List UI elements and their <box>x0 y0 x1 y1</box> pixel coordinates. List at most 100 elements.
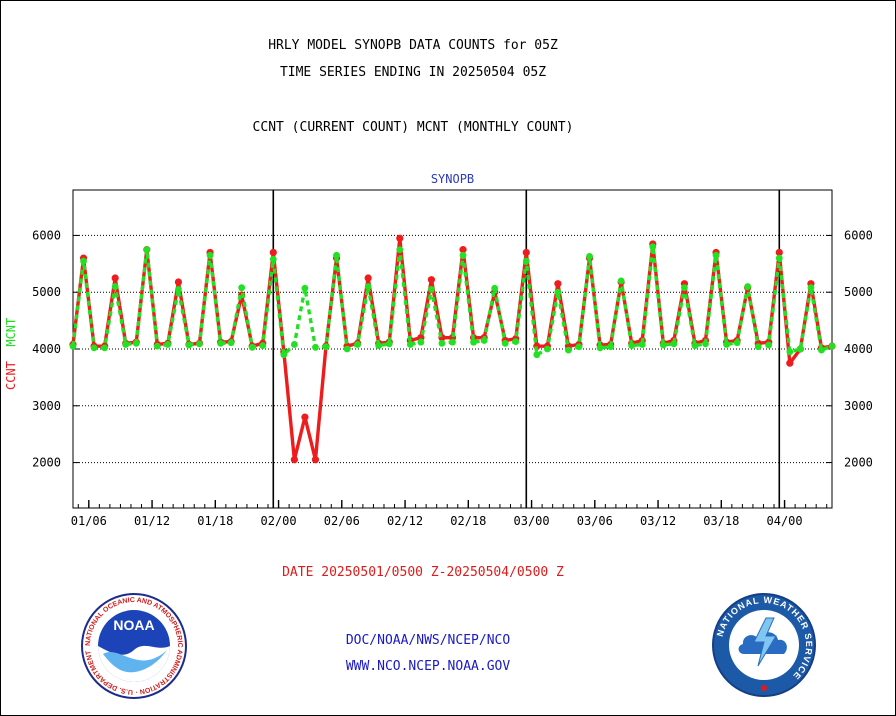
footer-url[interactable]: WWW.NCO.NCEP.NOAA.GOV <box>345 659 511 674</box>
data-point-mcnt <box>417 338 425 346</box>
y-tick-label-right: 2000 <box>844 456 873 470</box>
noaa-logo-text: NOAA <box>113 617 154 633</box>
data-point-ccnt <box>786 359 794 367</box>
y-tick-label: 4000 <box>32 342 61 356</box>
data-point-mcnt <box>196 340 203 348</box>
data-point-ccnt <box>459 246 467 254</box>
data-point-ccnt <box>396 234 404 242</box>
footer-org[interactable]: DOC/NOAA/NWS/NCEP/NCO <box>345 633 511 648</box>
data-point-mcnt <box>111 283 119 290</box>
data-point-mcnt <box>248 343 256 351</box>
data-point-mcnt <box>375 342 383 349</box>
data-point-mcnt <box>364 283 372 290</box>
data-point-mcnt <box>269 255 277 263</box>
chart-title-line3: CCNT (CURRENT COUNT) MCNT (MONTHLY COUNT… <box>252 120 574 135</box>
x-tick-label: 04/00 <box>767 514 803 528</box>
data-point-ccnt <box>290 456 298 464</box>
date-range-label: DATE 20250501/0500 Z-20250504/0500 Z <box>282 565 564 580</box>
data-point-mcnt <box>153 342 161 350</box>
data-point-mcnt <box>744 283 752 290</box>
data-point-mcnt <box>322 343 330 351</box>
data-point-mcnt <box>438 339 446 347</box>
data-point-mcnt <box>449 338 456 346</box>
nws-logo-icon: NATIONAL WEATHER SERVICE <box>712 593 816 697</box>
data-point-mcnt <box>301 284 309 292</box>
data-point-mcnt <box>681 284 688 292</box>
y-tick-label: 5000 <box>32 285 61 299</box>
x-tick-label: 02/12 <box>387 514 423 528</box>
data-point-mcnt <box>754 343 762 351</box>
x-tick-label: 02/18 <box>450 514 486 528</box>
data-point-ccnt <box>775 248 783 257</box>
data-point-mcnt <box>101 344 109 352</box>
data-point-mcnt <box>354 341 362 348</box>
data-point-ccnt <box>364 274 372 282</box>
data-point-mcnt <box>290 341 298 348</box>
data-point-mcnt <box>259 342 267 349</box>
data-point-mcnt <box>312 343 319 351</box>
data-point-mcnt <box>132 339 140 347</box>
data-point-mcnt <box>596 344 604 352</box>
data-point-ccnt <box>301 413 309 421</box>
x-tick-label: 03/06 <box>577 514 613 528</box>
data-point-mcnt <box>206 251 214 259</box>
data-point-mcnt <box>796 345 804 353</box>
chart-subtitle: SYNOPB <box>430 172 475 186</box>
x-tick-label: 03/00 <box>514 514 550 528</box>
data-point-mcnt <box>828 342 836 350</box>
data-point-ccnt <box>554 280 562 288</box>
data-point-mcnt <box>765 341 773 349</box>
x-tick-label: 03/12 <box>640 514 676 528</box>
data-point-mcnt <box>459 251 467 259</box>
data-point-mcnt <box>90 344 98 352</box>
data-point-mcnt <box>80 257 87 265</box>
data-point-mcnt <box>638 341 646 348</box>
x-tick-label: 01/06 <box>71 514 107 528</box>
data-point-mcnt <box>607 343 615 351</box>
data-point-mcnt <box>818 346 825 354</box>
data-point-mcnt <box>491 284 499 292</box>
data-point-mcnt <box>575 343 583 351</box>
data-point-mcnt <box>512 338 520 346</box>
data-point-mcnt <box>501 339 509 347</box>
data-point-mcnt <box>670 340 678 348</box>
data-point-mcnt <box>217 339 224 347</box>
data-point-ccnt <box>111 274 119 282</box>
data-point-mcnt <box>543 345 551 353</box>
data-point-mcnt <box>659 341 667 349</box>
data-point-mcnt <box>227 339 235 347</box>
x-tick-label: 02/00 <box>261 514 297 528</box>
data-point-mcnt <box>723 341 730 348</box>
y-tick-label-right: 5000 <box>844 285 873 299</box>
data-point-mcnt <box>533 351 541 359</box>
data-point-mcnt <box>586 253 593 260</box>
data-point-mcnt <box>185 341 193 349</box>
data-point-ccnt <box>427 276 436 284</box>
data-point-mcnt <box>565 346 572 354</box>
x-tick-label: 02/06 <box>324 514 360 528</box>
data-point-mcnt <box>333 251 340 259</box>
data-point-mcnt <box>649 243 657 251</box>
data-point-mcnt <box>385 340 393 348</box>
data-point-mcnt <box>628 342 636 349</box>
data-point-mcnt <box>175 285 182 293</box>
data-point-mcnt <box>122 341 130 348</box>
y-tick-label-right: 4000 <box>844 342 873 356</box>
data-point-mcnt <box>786 348 794 356</box>
data-point-mcnt <box>807 284 815 292</box>
data-point-mcnt <box>691 342 699 349</box>
data-point-mcnt <box>69 342 77 350</box>
data-point-mcnt <box>406 341 414 348</box>
y-tick-label-right: 6000 <box>844 228 873 242</box>
data-point-mcnt <box>733 339 741 347</box>
chart-title: HRLY MODEL SYNOPB DATA COUNTS for 05Z <box>268 38 558 53</box>
data-point-mcnt <box>343 345 351 353</box>
data-point-mcnt <box>617 277 625 285</box>
data-point-mcnt <box>712 251 720 259</box>
data-point-mcnt <box>702 340 709 348</box>
data-point-mcnt <box>143 246 151 254</box>
data-point-mcnt <box>480 337 488 344</box>
x-tick-label: 03/18 <box>703 514 739 528</box>
data-point-ccnt <box>269 248 277 257</box>
